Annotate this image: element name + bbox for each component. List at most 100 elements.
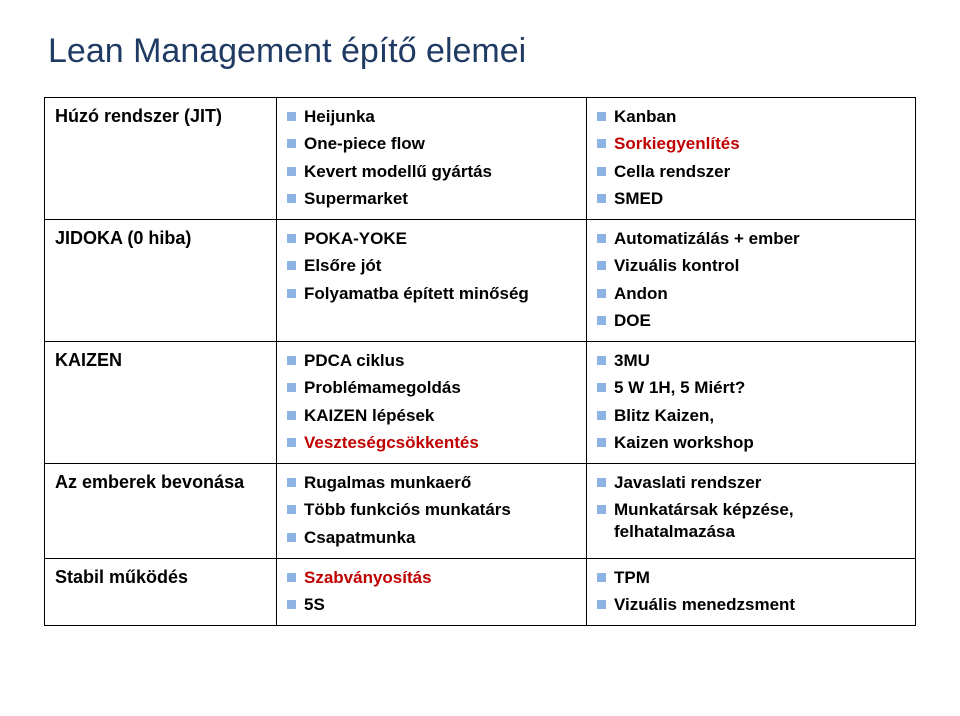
list-item: Automatizálás + ember: [597, 228, 905, 249]
row-col2: PDCA ciklus Problémamegoldás KAIZEN lépése…: [277, 342, 587, 464]
list-item-text: Javaslati rendszer: [614, 472, 905, 493]
list-item: SMED: [597, 188, 905, 209]
bullet-icon: [597, 234, 606, 243]
bullet-icon: [287, 289, 296, 298]
list-item: One-piece flow: [287, 133, 576, 154]
list-item: 3MU: [597, 350, 905, 371]
list-item-text: Sorkiegyenlítés: [614, 133, 905, 154]
list-item: DOE: [597, 310, 905, 331]
bullet-icon: [597, 289, 606, 298]
row-label: Stabil működés: [45, 558, 277, 626]
bullet-icon: [287, 573, 296, 582]
list-item: Kanban: [597, 106, 905, 127]
list-item-text: Supermarket: [304, 188, 576, 209]
bullet-icon: [287, 112, 296, 121]
bullet-icon: [597, 112, 606, 121]
list-item-text: Kaizen workshop: [614, 432, 905, 453]
bullet-icon: [287, 356, 296, 365]
bullet-icon: [597, 194, 606, 203]
list-item: Veszteségcsökkentés: [287, 432, 576, 453]
list-item-text: 3MU: [614, 350, 905, 371]
table-row: Húzó rendszer (JIT) Heijunka One-piece flo…: [45, 98, 916, 220]
bullet-icon: [597, 356, 606, 365]
bullet-icon: [287, 411, 296, 420]
bullet-icon: [287, 505, 296, 514]
list-item-text: POKA-YOKE: [304, 228, 576, 249]
row-label: Húzó rendszer (JIT): [45, 98, 277, 220]
list-item: Elsőre jót: [287, 255, 576, 276]
bullet-icon: [287, 234, 296, 243]
list-item: Sorkiegyenlítés: [597, 133, 905, 154]
lean-table: Húzó rendszer (JIT) Heijunka One-piece flo…: [44, 97, 916, 626]
bullet-icon: [287, 600, 296, 609]
row-col2: Szabványosítás 5S: [277, 558, 587, 626]
row-col3-list: KanbanSorkiegyenlítésCella rendszerSMED: [597, 106, 905, 209]
row-label: JIDOKA (0 hiba): [45, 220, 277, 342]
list-item: Rugalmas munkaerő: [287, 472, 576, 493]
list-item: Javaslati rendszer: [597, 472, 905, 493]
bullet-icon: [597, 478, 606, 487]
list-item: Folyamatba épített minőség: [287, 283, 576, 304]
list-item: Supermarket: [287, 188, 576, 209]
list-item: Több funkciós munkatárs: [287, 499, 576, 520]
bullet-icon: [597, 573, 606, 582]
list-item: Csapatmunka: [287, 527, 576, 548]
bullet-icon: [597, 505, 606, 514]
row-col3-list: Javaslati rendszer Munkatársak képzése, f…: [597, 472, 905, 542]
list-item: Vizuális kontrol: [597, 255, 905, 276]
bullet-icon: [597, 167, 606, 176]
bullet-icon: [287, 167, 296, 176]
list-item-text: Vizuális menedzsment: [614, 594, 905, 615]
list-item-text: Rugalmas munkaerő: [304, 472, 576, 493]
bullet-icon: [597, 316, 606, 325]
row-label: KAIZEN: [45, 342, 277, 464]
list-item: POKA-YOKE: [287, 228, 576, 249]
row-col2: POKA-YOKE Elsőre jót Folyamatba épített mi…: [277, 220, 587, 342]
row-col3: 3MU 5 W 1H, 5 Miért? Blitz Kaizen, Kaizen w…: [587, 342, 916, 464]
list-item-text: PDCA ciklus: [304, 350, 576, 371]
bullet-icon: [597, 411, 606, 420]
list-item-text: Munkatársak képzése, felhatalmazása: [614, 499, 905, 542]
bullet-icon: [287, 139, 296, 148]
row-col3: KanbanSorkiegyenlítésCella rendszerSMED: [587, 98, 916, 220]
list-item: 5 W 1H, 5 Miért?: [597, 377, 905, 398]
list-item: Munkatársak képzése, felhatalmazása: [597, 499, 905, 542]
list-item-text: 5S: [304, 594, 576, 615]
list-item-text: Andon: [614, 283, 905, 304]
bullet-icon: [597, 261, 606, 270]
list-item: KAIZEN lépések: [287, 405, 576, 426]
list-item-text: 5 W 1H, 5 Miért?: [614, 377, 905, 398]
list-item-text: DOE: [614, 310, 905, 331]
bullet-icon: [597, 383, 606, 392]
row-col2-list: Szabványosítás 5S: [287, 567, 576, 616]
list-item-text: Heijunka: [304, 106, 576, 127]
list-item-text: Elsőre jót: [304, 255, 576, 276]
list-item-text: Vizuális kontrol: [614, 255, 905, 276]
row-col2-list: Rugalmas munkaerő Több funkciós munkatárs…: [287, 472, 576, 548]
list-item: Andon: [597, 283, 905, 304]
list-item-text: TPM: [614, 567, 905, 588]
list-item: Kaizen workshop: [597, 432, 905, 453]
row-col3: Automatizálás + ember Vizuális kontrol And…: [587, 220, 916, 342]
row-col3-list: 3MU 5 W 1H, 5 Miért? Blitz Kaizen, Kaizen w…: [597, 350, 905, 453]
row-col2: Rugalmas munkaerő Több funkciós munkatárs…: [277, 464, 587, 559]
row-col3-list: Automatizálás + ember Vizuális kontrol And…: [597, 228, 905, 331]
list-item-text: Kevert modellű gyártás: [304, 161, 576, 182]
list-item-text: Kanban: [614, 106, 905, 127]
bullet-icon: [597, 600, 606, 609]
row-col3: Javaslati rendszer Munkatársak képzése, f…: [587, 464, 916, 559]
list-item-text: SMED: [614, 188, 905, 209]
row-label: Az emberek bevonása: [45, 464, 277, 559]
list-item: Blitz Kaizen,: [597, 405, 905, 426]
bullet-icon: [287, 478, 296, 487]
bullet-icon: [287, 383, 296, 392]
table-row: KAIZEN PDCA ciklus Problémamegoldás KAIZEN …: [45, 342, 916, 464]
list-item-text: Problémamegoldás: [304, 377, 576, 398]
list-item-text: Automatizálás + ember: [614, 228, 905, 249]
row-col3-list: TPM Vizuális menedzsment: [597, 567, 905, 616]
bullet-icon: [287, 261, 296, 270]
list-item: Szabványosítás: [287, 567, 576, 588]
list-item-text: Szabványosítás: [304, 567, 576, 588]
row-col2-list: POKA-YOKE Elsőre jót Folyamatba épített mi…: [287, 228, 576, 304]
slide-page: Lean Management építő elemei Húzó rendsz…: [0, 0, 960, 716]
